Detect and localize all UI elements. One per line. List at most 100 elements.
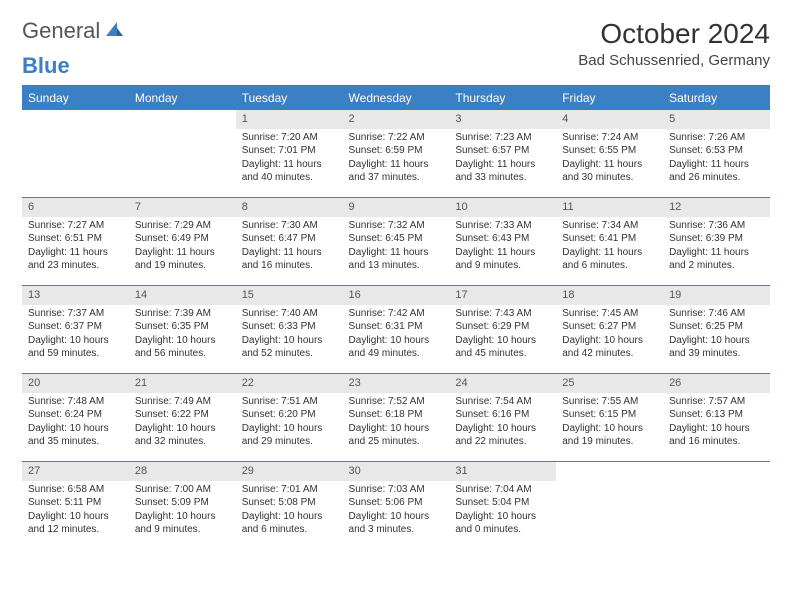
day-number: 9 (343, 198, 450, 217)
day-number: 26 (663, 374, 770, 393)
calendar-cell: 9Sunrise: 7:32 AMSunset: 6:45 PMDaylight… (343, 198, 450, 286)
day-content: Sunrise: 7:04 AMSunset: 5:04 PMDaylight:… (449, 481, 556, 541)
day-number: 16 (343, 286, 450, 305)
day-number: 4 (556, 110, 663, 129)
calendar-header-row: SundayMondayTuesdayWednesdayThursdayFrid… (22, 86, 770, 110)
calendar-row: 6Sunrise: 7:27 AMSunset: 6:51 PMDaylight… (22, 198, 770, 286)
sunset-line: Sunset: 6:51 PM (28, 232, 123, 246)
calendar-cell: 24Sunrise: 7:54 AMSunset: 6:16 PMDayligh… (449, 374, 556, 462)
sunrise-line: Sunrise: 7:22 AM (349, 131, 444, 145)
day-number: 25 (556, 374, 663, 393)
day-content: Sunrise: 7:34 AMSunset: 6:41 PMDaylight:… (556, 217, 663, 277)
calendar-cell: 26Sunrise: 7:57 AMSunset: 6:13 PMDayligh… (663, 374, 770, 462)
day-number: 20 (22, 374, 129, 393)
day-content: Sunrise: 7:51 AMSunset: 6:20 PMDaylight:… (236, 393, 343, 453)
sunrise-line: Sunrise: 7:23 AM (455, 131, 550, 145)
sail-icon (104, 18, 124, 44)
day-number: 31 (449, 462, 556, 481)
day-number: 17 (449, 286, 556, 305)
day-content: Sunrise: 7:52 AMSunset: 6:18 PMDaylight:… (343, 393, 450, 453)
day-content: Sunrise: 7:20 AMSunset: 7:01 PMDaylight:… (236, 129, 343, 189)
day-number: 27 (22, 462, 129, 481)
day-content: Sunrise: 7:23 AMSunset: 6:57 PMDaylight:… (449, 129, 556, 189)
sunset-line: Sunset: 6:27 PM (562, 320, 657, 334)
day-content: Sunrise: 7:22 AMSunset: 6:59 PMDaylight:… (343, 129, 450, 189)
calendar-cell: 29Sunrise: 7:01 AMSunset: 5:08 PMDayligh… (236, 462, 343, 550)
sunset-line: Sunset: 6:31 PM (349, 320, 444, 334)
day-number: 24 (449, 374, 556, 393)
calendar-cell: 12Sunrise: 7:36 AMSunset: 6:39 PMDayligh… (663, 198, 770, 286)
daylight-line: Daylight: 10 hours and 42 minutes. (562, 334, 657, 361)
weekday-header: Tuesday (236, 86, 343, 110)
daylight-line: Daylight: 11 hours and 9 minutes. (455, 246, 550, 273)
daylight-line: Daylight: 11 hours and 19 minutes. (135, 246, 230, 273)
calendar-cell: 13Sunrise: 7:37 AMSunset: 6:37 PMDayligh… (22, 286, 129, 374)
calendar-row: 20Sunrise: 7:48 AMSunset: 6:24 PMDayligh… (22, 374, 770, 462)
day-content: Sunrise: 7:24 AMSunset: 6:55 PMDaylight:… (556, 129, 663, 189)
sunrise-line: Sunrise: 7:30 AM (242, 219, 337, 233)
day-content: Sunrise: 7:54 AMSunset: 6:16 PMDaylight:… (449, 393, 556, 453)
day-number: 12 (663, 198, 770, 217)
daylight-line: Daylight: 10 hours and 0 minutes. (455, 510, 550, 537)
calendar-cell: 18Sunrise: 7:45 AMSunset: 6:27 PMDayligh… (556, 286, 663, 374)
day-content: Sunrise: 7:42 AMSunset: 6:31 PMDaylight:… (343, 305, 450, 365)
daylight-line: Daylight: 10 hours and 52 minutes. (242, 334, 337, 361)
calendar-cell: 6Sunrise: 7:27 AMSunset: 6:51 PMDaylight… (22, 198, 129, 286)
daylight-line: Daylight: 10 hours and 22 minutes. (455, 422, 550, 449)
day-number: 7 (129, 198, 236, 217)
daylight-line: Daylight: 11 hours and 13 minutes. (349, 246, 444, 273)
sunrise-line: Sunrise: 7:46 AM (669, 307, 764, 321)
day-number: 1 (236, 110, 343, 129)
sunset-line: Sunset: 6:55 PM (562, 144, 657, 158)
day-content: Sunrise: 7:49 AMSunset: 6:22 PMDaylight:… (129, 393, 236, 453)
day-content: Sunrise: 7:29 AMSunset: 6:49 PMDaylight:… (129, 217, 236, 277)
sunset-line: Sunset: 6:39 PM (669, 232, 764, 246)
day-content: Sunrise: 7:33 AMSunset: 6:43 PMDaylight:… (449, 217, 556, 277)
sunrise-line: Sunrise: 7:37 AM (28, 307, 123, 321)
calendar-cell: 28Sunrise: 7:00 AMSunset: 5:09 PMDayligh… (129, 462, 236, 550)
day-number: 28 (129, 462, 236, 481)
sunset-line: Sunset: 6:53 PM (669, 144, 764, 158)
sunrise-line: Sunrise: 7:27 AM (28, 219, 123, 233)
sunrise-line: Sunrise: 7:01 AM (242, 483, 337, 497)
day-number: 21 (129, 374, 236, 393)
calendar-cell: 11Sunrise: 7:34 AMSunset: 6:41 PMDayligh… (556, 198, 663, 286)
calendar-cell: 22Sunrise: 7:51 AMSunset: 6:20 PMDayligh… (236, 374, 343, 462)
sunrise-line: Sunrise: 7:39 AM (135, 307, 230, 321)
sunset-line: Sunset: 6:16 PM (455, 408, 550, 422)
sunset-line: Sunset: 7:01 PM (242, 144, 337, 158)
day-number: 18 (556, 286, 663, 305)
day-number: 3 (449, 110, 556, 129)
sunset-line: Sunset: 6:25 PM (669, 320, 764, 334)
sunrise-line: Sunrise: 7:04 AM (455, 483, 550, 497)
day-content: Sunrise: 7:30 AMSunset: 6:47 PMDaylight:… (236, 217, 343, 277)
day-number: 15 (236, 286, 343, 305)
calendar-cell: 1Sunrise: 7:20 AMSunset: 7:01 PMDaylight… (236, 110, 343, 198)
sunrise-line: Sunrise: 7:40 AM (242, 307, 337, 321)
daylight-line: Daylight: 10 hours and 16 minutes. (669, 422, 764, 449)
calendar-cell (556, 462, 663, 550)
calendar-row: 13Sunrise: 7:37 AMSunset: 6:37 PMDayligh… (22, 286, 770, 374)
sunset-line: Sunset: 6:29 PM (455, 320, 550, 334)
day-content: Sunrise: 7:55 AMSunset: 6:15 PMDaylight:… (556, 393, 663, 453)
sunset-line: Sunset: 6:35 PM (135, 320, 230, 334)
calendar-cell: 4Sunrise: 7:24 AMSunset: 6:55 PMDaylight… (556, 110, 663, 198)
day-number: 10 (449, 198, 556, 217)
weekday-header: Friday (556, 86, 663, 110)
daylight-line: Daylight: 10 hours and 29 minutes. (242, 422, 337, 449)
sunset-line: Sunset: 6:43 PM (455, 232, 550, 246)
sunset-line: Sunset: 6:59 PM (349, 144, 444, 158)
logo-text-part2: Blue (22, 53, 70, 79)
sunrise-line: Sunrise: 7:03 AM (349, 483, 444, 497)
day-content: Sunrise: 7:43 AMSunset: 6:29 PMDaylight:… (449, 305, 556, 365)
day-content: Sunrise: 7:40 AMSunset: 6:33 PMDaylight:… (236, 305, 343, 365)
sunset-line: Sunset: 6:45 PM (349, 232, 444, 246)
day-number: 14 (129, 286, 236, 305)
day-number: 5 (663, 110, 770, 129)
logo: General (22, 18, 126, 44)
daylight-line: Daylight: 11 hours and 26 minutes. (669, 158, 764, 185)
daylight-line: Daylight: 10 hours and 45 minutes. (455, 334, 550, 361)
day-content: Sunrise: 7:26 AMSunset: 6:53 PMDaylight:… (663, 129, 770, 189)
sunset-line: Sunset: 6:37 PM (28, 320, 123, 334)
sunrise-line: Sunrise: 7:36 AM (669, 219, 764, 233)
